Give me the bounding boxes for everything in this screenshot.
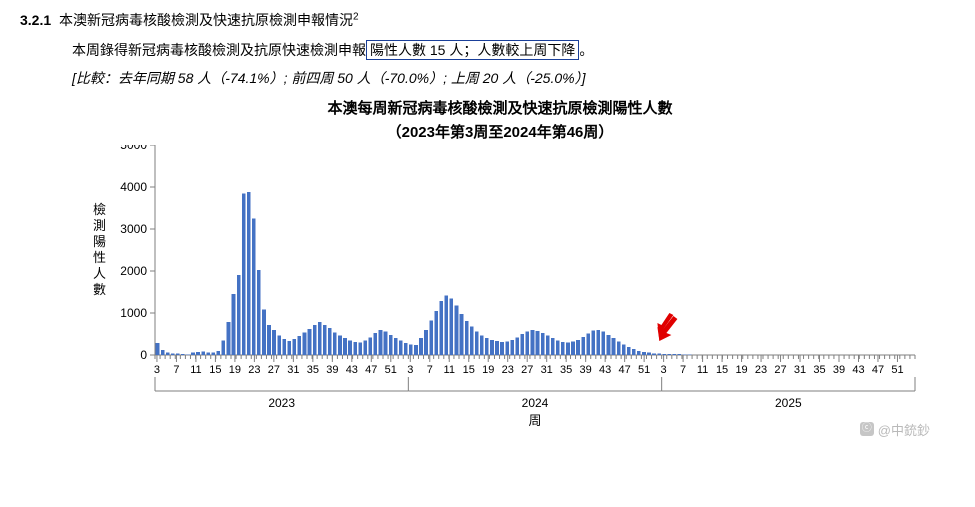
svg-text:陽: 陽 (93, 234, 106, 249)
chart-title-line2: （2023年第3周至2024年第46周） (387, 124, 614, 141)
svg-text:3: 3 (407, 364, 413, 376)
watermark: ⓒ @中銃鈔 (860, 420, 930, 439)
section-heading: 3.2.1 本澳新冠病毒核酸檢測及快速抗原檢測申報情況2 (20, 8, 955, 33)
svg-text:數: 數 (93, 282, 106, 297)
svg-text:47: 47 (365, 364, 377, 376)
chart-title: 本澳每周新冠病毒核酸檢測及快速抗原檢測陽性人數 （2023年第3周至2024年第… (60, 97, 940, 145)
svg-text:15: 15 (463, 364, 475, 376)
svg-text:27: 27 (774, 364, 786, 376)
svg-text:31: 31 (541, 364, 553, 376)
svg-text:39: 39 (580, 364, 592, 376)
boxed-highlight: 陽性人數 15 人；人數較上周下降 (366, 40, 579, 60)
svg-text:39: 39 (326, 364, 338, 376)
svg-text:0: 0 (140, 348, 147, 362)
watermark-icon: ⓒ (860, 422, 874, 436)
svg-text:1000: 1000 (120, 306, 147, 320)
chart-title-line1: 本澳每周新冠病毒核酸檢測及快速抗原檢測陽性人數 (327, 100, 672, 117)
svg-text:51: 51 (638, 364, 650, 376)
svg-text:51: 51 (891, 364, 903, 376)
svg-text:3: 3 (154, 364, 160, 376)
svg-text:檢: 檢 (93, 202, 106, 217)
svg-text:測: 測 (93, 218, 106, 233)
svg-text:2025: 2025 (775, 396, 802, 410)
svg-text:15: 15 (209, 364, 221, 376)
svg-text:23: 23 (248, 364, 260, 376)
svg-text:27: 27 (268, 364, 280, 376)
svg-text:性: 性 (93, 250, 106, 265)
bar-chart: 0 1000 2000 3000 4000 5000 檢測陽性人數 3 7 11 15 19 23 27 3… (60, 145, 940, 445)
svg-text:周: 周 (528, 413, 541, 428)
svg-text:11: 11 (190, 364, 201, 376)
svg-text:5000: 5000 (120, 145, 147, 152)
svg-text:35: 35 (560, 364, 572, 376)
svg-text:3000: 3000 (120, 222, 147, 236)
svg-text:4000: 4000 (120, 180, 147, 194)
svg-text:2024: 2024 (522, 396, 549, 410)
svg-text:11: 11 (697, 364, 708, 376)
svg-text:23: 23 (502, 364, 514, 376)
svg-text:43: 43 (852, 364, 864, 376)
svg-text:2000: 2000 (120, 264, 147, 278)
svg-text:31: 31 (794, 364, 806, 376)
chart-container: 本澳每周新冠病毒核酸檢測及快速抗原檢測陽性人數 （2023年第3周至2024年第… (60, 97, 940, 445)
svg-text:19: 19 (482, 364, 494, 376)
svg-text:31: 31 (287, 364, 299, 376)
svg-text:47: 47 (619, 364, 631, 376)
svg-text:3: 3 (661, 364, 667, 376)
svg-text:7: 7 (173, 364, 179, 376)
svg-text:39: 39 (833, 364, 845, 376)
svg-text:43: 43 (599, 364, 611, 376)
svg-text:27: 27 (521, 364, 533, 376)
svg-text:23: 23 (755, 364, 767, 376)
svg-text:7: 7 (680, 364, 686, 376)
svg-text:2023: 2023 (268, 396, 295, 410)
body-prefix: 本周錄得新冠病毒核酸檢測及抗原快速檢測申報 (72, 42, 366, 58)
body-suffix: 。 (579, 42, 593, 58)
superscript: 2 (353, 11, 359, 22)
svg-text:47: 47 (872, 364, 884, 376)
svg-text:19: 19 (229, 364, 241, 376)
svg-text:35: 35 (307, 364, 319, 376)
svg-text:人: 人 (93, 266, 106, 281)
section-title: 本澳新冠病毒核酸檢測及快速抗原檢測申報情況 (59, 12, 353, 28)
svg-text:51: 51 (385, 364, 397, 376)
svg-text:35: 35 (813, 364, 825, 376)
watermark-text: @中銃鈔 (878, 420, 930, 439)
svg-text:15: 15 (716, 364, 728, 376)
svg-text:43: 43 (346, 364, 358, 376)
svg-text:7: 7 (427, 364, 433, 376)
svg-text:11: 11 (444, 364, 455, 376)
svg-text:19: 19 (735, 364, 747, 376)
body-line: 本周錄得新冠病毒核酸檢測及抗原快速檢測申報陽性人數 15 人；人數較上周下降。 (72, 37, 955, 64)
comparison-line: [比較：去年同期 58 人（-74.1%）; 前四周 50 人（-70.0%）;… (72, 66, 955, 91)
section-number: 3.2.1 (20, 12, 51, 28)
